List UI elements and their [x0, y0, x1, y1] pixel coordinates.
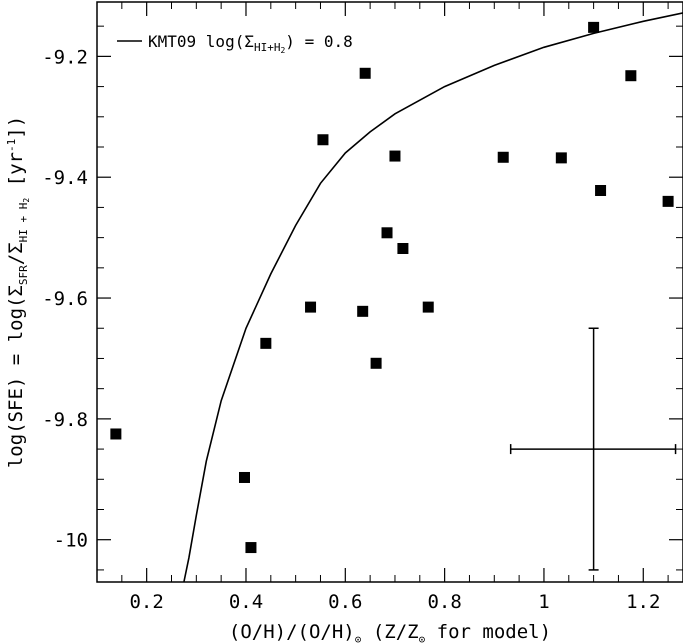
data-point [359, 67, 371, 79]
plot-frame [96, 1, 683, 583]
x-axis-label: (O/H)/(O/H)⊙ (Z/Z⊙ for model) [229, 621, 551, 644]
y-tick-label: -9.4 [42, 167, 88, 189]
kmt09-model-curve [183, 12, 683, 583]
data-point [238, 471, 250, 483]
x-tick-label: 0.6 [328, 591, 362, 613]
y-tick-label: -9.2 [42, 46, 88, 68]
error-bar-layer [509, 327, 677, 571]
data-point [357, 305, 369, 317]
model-curve-layer [183, 12, 683, 583]
data-point [317, 134, 329, 146]
y-tick-label: -10 [54, 530, 88, 552]
data-point [588, 21, 600, 33]
data-point [370, 357, 382, 369]
data-point [422, 301, 434, 313]
y-tick-label: -9.6 [42, 288, 88, 310]
data-point [110, 428, 122, 440]
data-point [389, 150, 401, 162]
data-point [381, 227, 393, 239]
x-tick-label: 0.2 [129, 591, 163, 613]
y-tick-label: -9.8 [42, 409, 88, 431]
legend: KMT09 log(ΣHI+H2) = 0.8 [117, 32, 353, 55]
data-point [397, 243, 409, 254]
x-tick-label: 1 [538, 591, 549, 613]
axis-ticks [96, 2, 683, 582]
data-point [555, 152, 567, 164]
legend-label: KMT09 log(ΣHI+H2) = 0.8 [148, 32, 353, 55]
data-point [245, 542, 257, 554]
data-point [625, 70, 637, 82]
x-tick-label: 0.4 [229, 591, 263, 613]
data-point [662, 195, 674, 207]
y-axis-label: log(SFE) = log(ΣSFR/ΣHI + H2 [yr-1]) [5, 116, 31, 468]
data-point [497, 151, 509, 163]
x-tick-label: 0.8 [427, 591, 461, 613]
x-tick-label: 1.2 [626, 591, 660, 613]
data-point [260, 337, 272, 349]
data-points-layer [110, 21, 674, 554]
tick-labels: 0.2 0.4 0.6 0.8 1 1.2 -10 -9.8 -9.6 -9.4 -9.2 [42, 46, 660, 613]
data-point [595, 185, 607, 196]
data-point [305, 301, 317, 313]
